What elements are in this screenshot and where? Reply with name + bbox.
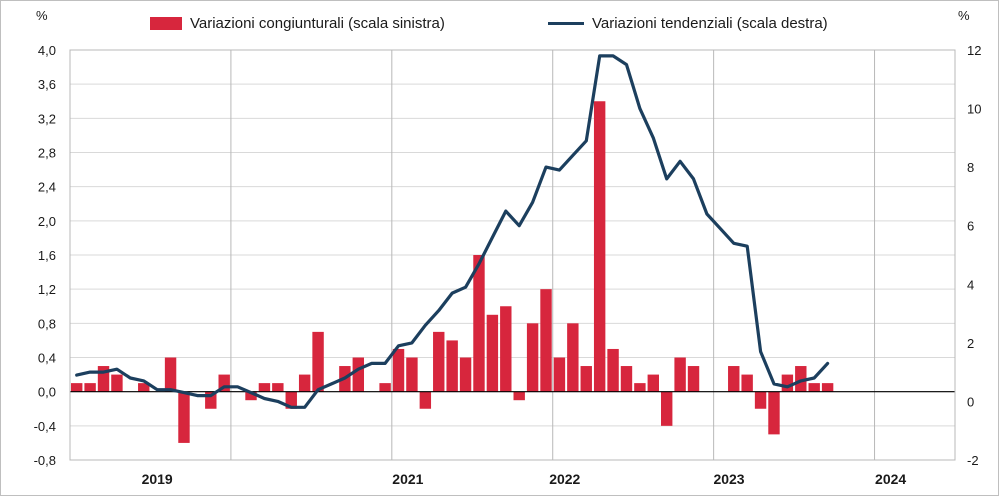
legend-line-label: Variazioni tendenziali (scala destra) — [592, 14, 828, 32]
left-tick-label: 2,8 — [38, 146, 56, 161]
x-year-label: 2022 — [549, 471, 580, 487]
x-year-label: 2023 — [713, 471, 744, 487]
bar-congiunturale — [84, 383, 96, 392]
bar-congiunturale — [540, 289, 552, 392]
line-tendenziale — [75, 54, 830, 409]
bar-congiunturale — [821, 383, 834, 392]
bar-congiunturale — [647, 374, 659, 392]
legend-line-swatch — [548, 21, 584, 25]
right-tick-label: 2 — [967, 336, 974, 351]
plot-border — [69, 49, 956, 461]
bar-congiunturale — [205, 391, 217, 409]
bar-congiunturale — [298, 374, 311, 392]
bar-congiunturale — [352, 357, 364, 392]
right-tick-label: 0 — [967, 394, 974, 409]
bar-congiunturale — [164, 357, 177, 392]
bar-congiunturale — [258, 383, 271, 392]
left-tick-label: 0,8 — [38, 316, 56, 331]
bar-congiunturale — [419, 391, 432, 409]
bar-congiunturale — [593, 101, 606, 392]
bar-congiunturale — [473, 255, 485, 392]
bar-congiunturale — [392, 348, 405, 392]
bar-congiunturale — [178, 391, 190, 443]
bar-congiunturale — [272, 383, 284, 392]
legend-item-line: Variazioni tendenziali (scala destra) — [548, 12, 828, 34]
bar-congiunturale — [741, 374, 753, 392]
bar-congiunturale — [795, 366, 807, 392]
bar-congiunturale — [97, 366, 110, 392]
x-year-label: 2019 — [142, 471, 173, 487]
right-tick-label: -2 — [967, 453, 979, 468]
bar-congiunturale — [433, 331, 445, 392]
left-tick-label: 0,0 — [38, 385, 56, 400]
bar-congiunturale — [486, 314, 499, 392]
bar-congiunturale — [754, 391, 767, 409]
bar-congiunturale — [687, 366, 700, 392]
bar-congiunturale — [111, 374, 123, 392]
x-year-label: 2024 — [875, 471, 906, 487]
bar-congiunturale — [674, 357, 686, 392]
left-tick-label: 4,0 — [38, 43, 56, 58]
left-tick-label: -0,4 — [34, 419, 56, 434]
bar-congiunturale — [808, 383, 820, 392]
bar-congiunturale — [513, 391, 525, 401]
left-axis-unit: % — [36, 8, 48, 23]
bar-congiunturale — [218, 374, 230, 392]
right-tick-label: 8 — [967, 160, 974, 175]
legend-bar-label: Variazioni congiunturali (scala sinistra… — [190, 14, 445, 32]
bar-congiunturale — [607, 348, 619, 392]
bar-congiunturale — [526, 323, 539, 392]
bar-congiunturale — [312, 331, 324, 392]
left-tick-label: 1,2 — [38, 282, 56, 297]
bar-congiunturale — [728, 366, 740, 392]
x-year-label: 2021 — [392, 471, 423, 487]
bar-congiunturale — [406, 357, 418, 392]
right-axis-unit: % — [958, 8, 970, 23]
legend-bar-swatch — [150, 16, 182, 30]
bar-congiunturale — [71, 383, 83, 392]
bar-congiunturale — [245, 391, 257, 401]
right-tick-label: 4 — [967, 277, 974, 292]
bar-congiunturale — [446, 340, 458, 392]
bar-congiunturale — [768, 391, 780, 435]
bar-congiunturale — [138, 383, 150, 392]
bar-congiunturale — [634, 383, 646, 392]
left-tick-label: 0,4 — [38, 351, 56, 366]
bar-congiunturale — [500, 306, 512, 392]
right-tick-label: 10 — [967, 102, 981, 117]
left-tick-label: -0,8 — [34, 453, 56, 468]
bar-congiunturale — [285, 391, 297, 409]
bar-congiunturale — [580, 366, 592, 392]
bar-congiunturale — [553, 357, 566, 392]
right-tick-label: 12 — [967, 43, 981, 58]
left-tick-label: 2,4 — [38, 180, 56, 195]
right-tick-label: 6 — [967, 219, 974, 234]
left-tick-label: 3,6 — [38, 77, 56, 92]
bar-congiunturale — [567, 323, 579, 392]
left-tick-label: 1,6 — [38, 248, 56, 263]
legend-item-bars: Variazioni congiunturali (scala sinistra… — [150, 12, 445, 34]
left-tick-label: 2,0 — [38, 214, 56, 229]
bar-congiunturale — [781, 374, 794, 392]
bar-congiunturale — [379, 383, 391, 392]
bar-congiunturale — [620, 366, 633, 392]
bar-congiunturale — [459, 357, 472, 392]
bar-congiunturale — [661, 391, 673, 426]
left-tick-label: 3,2 — [38, 111, 56, 126]
